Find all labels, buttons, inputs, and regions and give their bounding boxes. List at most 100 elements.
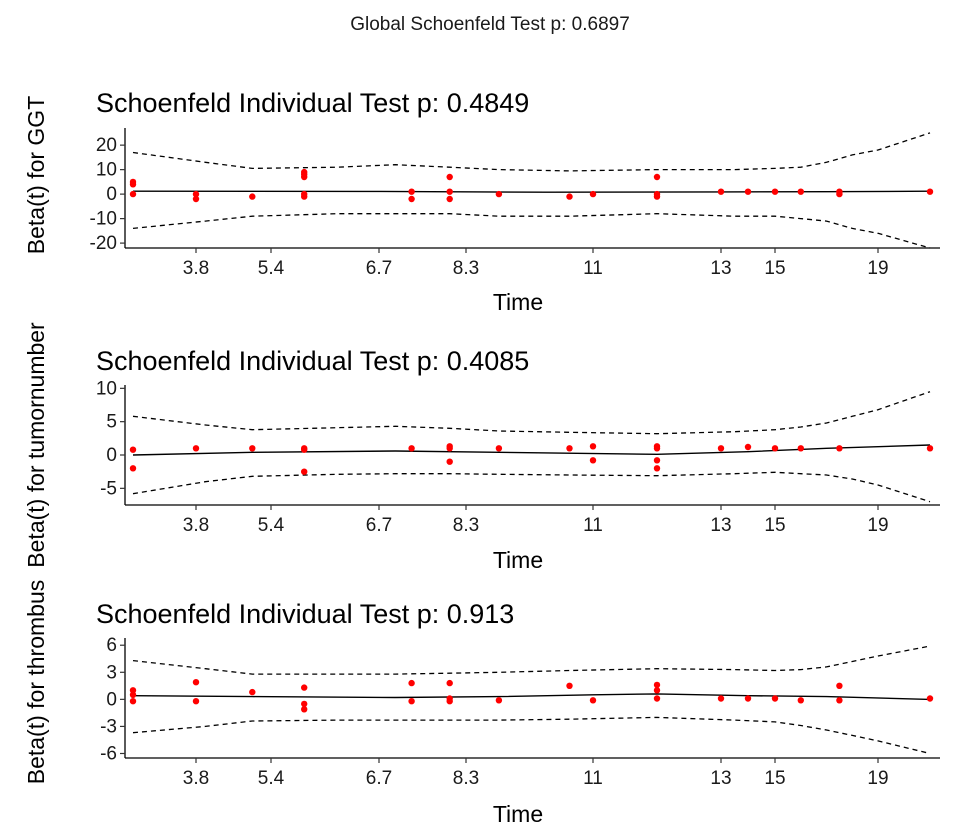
x-tick-label: 13	[710, 258, 731, 279]
x-axis-title-thrombus: Time	[493, 801, 543, 827]
residual-point	[495, 445, 503, 452]
confidence-band-lower	[132, 213, 931, 249]
x-tick-label: 3.8	[183, 768, 209, 789]
residual-point	[771, 445, 779, 452]
residual-point	[129, 465, 137, 472]
residual-point	[797, 697, 804, 704]
residual-point	[446, 195, 453, 203]
x-tick-label: 8.3	[453, 515, 479, 536]
y-tick-label: 5	[106, 412, 117, 433]
residual-point	[589, 190, 597, 198]
residual-point	[249, 688, 256, 696]
residual-point	[653, 173, 661, 181]
residual-point	[408, 188, 415, 195]
y-tick-label: 6	[106, 635, 117, 656]
residual-point	[589, 457, 597, 464]
x-tick-label: 6.7	[366, 768, 392, 789]
y-tick-label: -10	[90, 209, 117, 230]
y-tick-label: 0	[106, 445, 117, 466]
residual-point	[129, 698, 137, 705]
x-axis-title-ggt: Time	[493, 289, 543, 315]
residual-point	[446, 173, 453, 181]
x-tick-label: 11	[583, 768, 603, 789]
panel-title-thrombus: Schoenfeld Individual Test p: 0.913	[96, 599, 514, 629]
x-tick-label: 5.4	[258, 515, 285, 536]
residual-point	[495, 697, 503, 704]
residual-point	[446, 698, 453, 705]
residual-point	[301, 193, 308, 200]
residual-point	[566, 193, 573, 200]
x-tick-label: 11	[583, 515, 603, 536]
residual-point	[797, 445, 804, 452]
confidence-band-lower	[132, 716, 931, 755]
residual-point	[301, 684, 308, 691]
x-tick-label: 5.4	[258, 768, 285, 789]
y-tick-label: -5	[100, 478, 117, 499]
residual-point	[653, 457, 661, 464]
y-tick-label: -6	[100, 743, 117, 764]
y-tick-label: 10	[96, 378, 117, 399]
residual-point	[653, 681, 661, 689]
residual-point	[589, 443, 597, 450]
residual-point	[249, 445, 256, 452]
y-tick-label: 0	[106, 689, 117, 710]
residual-point	[589, 697, 597, 704]
residual-point	[744, 695, 752, 702]
residual-point	[446, 445, 453, 452]
x-tick-label: 13	[710, 768, 731, 789]
x-tick-label: 15	[764, 515, 785, 536]
residual-point	[653, 193, 661, 200]
residual-point	[926, 695, 934, 702]
beta-fit-line	[132, 444, 931, 456]
x-tick-label: 8.3	[453, 258, 479, 279]
confidence-band-upper	[132, 132, 931, 172]
residual-point	[717, 695, 725, 702]
residual-point	[192, 445, 200, 452]
residual-point	[566, 445, 573, 452]
residual-point	[192, 679, 200, 686]
plot-panel-thrombus: 6 3 0 -3 -6 3.8 5.4 6.7 8.3 11 13 15 19	[100, 635, 940, 789]
y-axis-title-ggt: Beta(t) for GGT	[23, 96, 49, 254]
residual-point	[926, 188, 934, 195]
x-tick-label: 3.8	[183, 258, 209, 279]
x-tick-label: 11	[583, 258, 603, 279]
y-tick-label: 0	[106, 184, 117, 205]
x-tick-label: 19	[867, 768, 888, 789]
residual-point	[771, 695, 779, 702]
residual-point	[408, 698, 415, 705]
x-axis-title-tumornumber: Time	[493, 547, 543, 573]
residual-point	[446, 458, 453, 465]
residual-point	[192, 698, 200, 705]
residual-point	[129, 181, 137, 188]
y-tick-label: -3	[100, 716, 117, 737]
residual-point	[836, 445, 843, 452]
residual-point	[301, 173, 308, 181]
x-tick-label: 15	[764, 258, 785, 279]
y-tick-label: 20	[96, 135, 117, 156]
residual-point	[836, 682, 843, 689]
residual-point	[717, 445, 725, 452]
global-test-title: Global Schoenfeld Test p: 0.6897	[350, 14, 630, 35]
residual-point	[129, 446, 137, 453]
beta-fit-line	[132, 190, 931, 193]
x-tick-label: 6.7	[366, 515, 392, 536]
residual-point	[408, 679, 415, 687]
residual-point	[771, 188, 779, 195]
residual-point	[744, 188, 752, 195]
x-tick-label: 6.7	[366, 258, 392, 279]
residual-point	[301, 446, 308, 453]
y-axis-title-tumornumber: Beta(t) for tumornumber	[23, 322, 49, 568]
y-tick-label: -20	[90, 233, 117, 254]
confidence-band-lower	[132, 471, 931, 503]
panel-title-tumornumber: Schoenfeld Individual Test p: 0.4085	[96, 346, 529, 376]
residual-point	[301, 706, 308, 713]
plot-panel-ggt: 20 10 0 -10 -20 3.8 5.4 6.7 8.3 11 13 15 19	[90, 128, 940, 279]
residual-point	[249, 193, 256, 200]
residual-point	[653, 445, 661, 452]
x-tick-label: 13	[710, 515, 731, 536]
residual-point	[653, 687, 661, 694]
x-tick-label: 19	[867, 515, 888, 536]
residual-point	[129, 190, 137, 198]
beta-fit-line	[132, 693, 931, 701]
